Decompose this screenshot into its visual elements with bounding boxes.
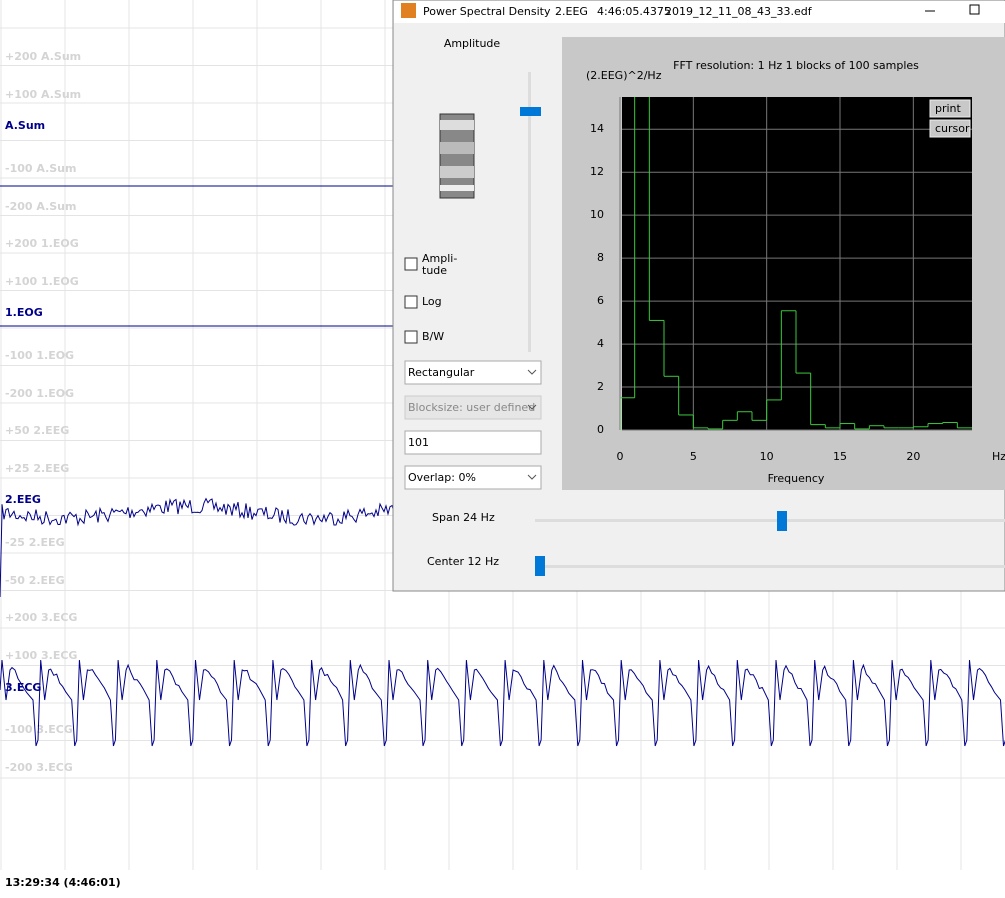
x-tick-label: 0 [617, 450, 624, 463]
scale-label: -200 3.ECG [5, 761, 73, 774]
y-axis-label: (2.EEG)^2/Hz [586, 69, 662, 82]
title-bar [394, 1, 1005, 23]
blocksize-select-text: Blocksize: user defined [408, 401, 535, 414]
window-select[interactable] [404, 360, 542, 385]
checkbox-label: B/W [422, 330, 444, 343]
chart-title: FFT resolution: 1 Hz 1 blocks of 100 sam… [673, 59, 919, 72]
window-title: Power Spectral Density [423, 5, 551, 18]
window-time: 4:46:05.4375 [597, 5, 671, 18]
palette-band [440, 120, 474, 130]
chart-button-label: cursor [935, 122, 970, 135]
span-thumb[interactable] [777, 511, 787, 531]
channel-label: 2.EEG [5, 493, 41, 506]
trace [0, 497, 395, 598]
scale-label: -200 A.Sum [5, 200, 76, 213]
span-label: Span 24 Hz [432, 511, 495, 524]
y-tick-label: 6 [597, 294, 604, 307]
blocksize-select[interactable] [404, 395, 542, 420]
x-unit: Hz [992, 450, 1005, 463]
center-slider[interactable] [535, 565, 1005, 568]
y-tick-label: 8 [597, 251, 604, 264]
scale-label: -100 A.Sum [5, 162, 76, 175]
center-label: Center 12 Hz [427, 555, 499, 568]
span-slider[interactable] [535, 519, 1005, 522]
x-tick-label: 5 [690, 450, 697, 463]
checkbox-label: tude [422, 264, 447, 277]
scale-label: +100 A.Sum [5, 88, 81, 101]
chart-button-label: print [935, 102, 962, 115]
amplitude-thumb[interactable] [520, 107, 541, 116]
center-thumb[interactable] [535, 556, 545, 576]
checkbox[interactable] [404, 295, 418, 309]
trace [0, 659, 1005, 747]
x-axis-label: Frequency [768, 472, 825, 485]
scale-label: -200 1.EOG [5, 387, 74, 400]
checkbox[interactable] [404, 330, 418, 344]
amplitude-label: Amplitude [444, 37, 501, 50]
x-tick-label: 20 [906, 450, 920, 463]
y-tick-label: 10 [590, 208, 604, 221]
y-tick-label: 14 [590, 122, 604, 135]
palette-band [440, 166, 474, 178]
scale-label: +200 1.EOG [5, 237, 79, 250]
channel-label: 1.EOG [5, 306, 43, 319]
y-tick-label: 2 [597, 380, 604, 393]
window-select-text: Rectangular [408, 366, 475, 379]
y-tick-label: 12 [590, 165, 604, 178]
maximize[interactable] [969, 4, 980, 15]
overlap-select[interactable] [404, 465, 542, 490]
psd-trace [620, 97, 972, 430]
scale-label: +25 2.EEG [5, 462, 69, 475]
window-file: 2019_12_11_08_43_33.edf [665, 5, 813, 18]
scale-label: -100 3.ECG [5, 723, 73, 736]
palette-band [440, 185, 474, 191]
x-tick-label: 15 [833, 450, 847, 463]
block-input[interactable] [404, 430, 542, 455]
amplitude-slider[interactable] [528, 72, 531, 352]
scale-label: +100 1.EOG [5, 275, 79, 288]
scale-label: -25 2.EEG [5, 536, 65, 549]
window-channel: 2.EEG [555, 5, 588, 18]
y-tick-label: 0 [597, 423, 604, 436]
scale-label: +200 A.Sum [5, 50, 81, 63]
overlap-select-text: Overlap: 0% [408, 471, 476, 484]
plot-area [622, 97, 972, 430]
checkbox-label: Ampli- [422, 252, 457, 265]
scale-label: -50 2.EEG [5, 574, 65, 587]
dropdown-arrows [527, 369, 537, 480]
scale-label: +50 2.EEG [5, 424, 69, 437]
palette-band [440, 142, 474, 154]
checkbox[interactable] [404, 257, 418, 271]
status: 13:29:34 (4:46:01) [5, 876, 121, 889]
block-input-text: 101 [408, 436, 429, 449]
y-tick-label: 4 [597, 337, 604, 350]
channel-label: A.Sum [5, 119, 45, 132]
app-icon [401, 3, 416, 18]
scale-label: +200 3.ECG [5, 611, 77, 624]
chart-button[interactable] [929, 119, 971, 138]
x-tick-label: 10 [760, 450, 774, 463]
scale-label: +100 3.ECG [5, 649, 77, 662]
scale-label: -100 1.EOG [5, 349, 74, 362]
chart-button[interactable] [929, 99, 971, 118]
checkbox-label: Log [422, 295, 442, 308]
